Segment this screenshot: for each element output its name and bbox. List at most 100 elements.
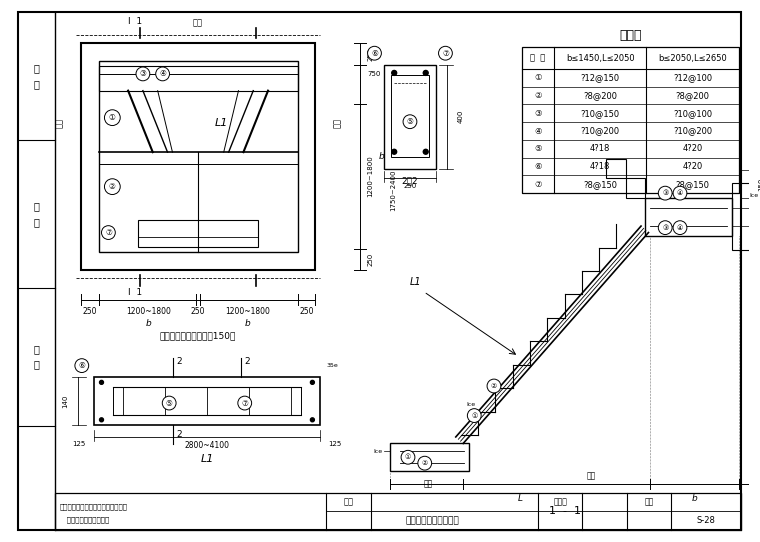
Bar [385, 65, 435, 169]
Bar [750, 160, 760, 178]
Text: ④: ④ [677, 224, 683, 231]
Bar [606, 159, 625, 178]
Text: ?12@100: ?12@100 [673, 73, 712, 82]
Text: 125: 125 [328, 442, 341, 448]
Text: ⑥: ⑥ [534, 162, 542, 171]
Text: 图: 图 [33, 63, 40, 73]
Text: b≤1450,L≤2050: b≤1450,L≤2050 [566, 54, 635, 63]
Text: 应按防倒塌要求处理。: 应按防倒塌要求处理。 [60, 516, 109, 522]
Text: ③: ③ [139, 69, 147, 79]
Circle shape [401, 450, 415, 464]
Text: 楼板: 楼板 [424, 479, 433, 488]
Circle shape [310, 380, 315, 384]
Text: ?12@150: ?12@150 [581, 73, 619, 82]
Circle shape [136, 67, 150, 81]
Text: 防倒塌双跑楼梯配筋图: 防倒塌双跑楼梯配筋图 [405, 517, 459, 525]
Text: ①: ① [471, 412, 477, 418]
Text: I  1: I 1 [128, 17, 142, 25]
Text: 砼墙: 砼墙 [333, 118, 341, 128]
Bar [645, 198, 732, 236]
Text: 250: 250 [368, 253, 374, 266]
Circle shape [310, 418, 315, 422]
Text: ④: ④ [534, 127, 542, 136]
Text: ⑦: ⑦ [241, 398, 249, 408]
Bar [625, 178, 645, 198]
Text: 1200~1800: 1200~1800 [226, 307, 271, 317]
Text: ?8@200: ?8@200 [676, 91, 710, 100]
Text: ⑦: ⑦ [442, 49, 449, 57]
Circle shape [673, 221, 687, 235]
Bar [138, 220, 258, 247]
Text: 核: 核 [33, 217, 40, 227]
Text: ⑥: ⑥ [78, 361, 85, 370]
Text: 设: 设 [33, 344, 40, 354]
Bar [732, 183, 750, 250]
Bar [390, 443, 469, 471]
Circle shape [418, 456, 432, 470]
Text: b: b [692, 494, 698, 503]
Text: ⑤: ⑤ [534, 144, 542, 153]
Circle shape [423, 149, 428, 154]
Text: 750: 750 [368, 72, 381, 78]
Circle shape [403, 115, 417, 128]
Text: 250: 250 [404, 183, 416, 189]
Text: lce: lce [373, 449, 382, 454]
Text: 2: 2 [244, 357, 249, 366]
Text: 4?18: 4?18 [590, 144, 610, 153]
Text: ④: ④ [159, 69, 166, 79]
Text: ②: ② [422, 460, 428, 466]
Circle shape [391, 149, 397, 154]
Text: 2: 2 [176, 430, 182, 439]
Text: ?10@200: ?10@200 [581, 127, 619, 136]
Text: 1750~2400: 1750~2400 [390, 170, 396, 211]
Text: 400: 400 [458, 110, 464, 124]
Text: ③: ③ [662, 190, 668, 196]
Text: 140: 140 [62, 395, 68, 408]
Bar [99, 61, 298, 252]
Text: I  1: I 1 [128, 288, 142, 297]
Text: 校: 校 [33, 201, 40, 211]
Text: L1: L1 [410, 277, 422, 287]
Text: 名: 名 [33, 79, 40, 89]
Text: 页次: 页次 [644, 498, 654, 507]
Text: ?10@150: ?10@150 [581, 109, 619, 118]
Circle shape [368, 46, 382, 60]
Text: 1  -  1: 1 - 1 [549, 506, 581, 515]
Text: L1: L1 [201, 454, 214, 464]
Text: lce: lce [467, 402, 476, 406]
Text: 150: 150 [758, 178, 760, 191]
Text: b: b [145, 319, 151, 328]
Circle shape [439, 46, 452, 60]
Text: 35e: 35e [326, 363, 338, 367]
Text: ②: ② [109, 182, 116, 191]
Text: L1: L1 [215, 118, 228, 127]
Bar [55, 493, 741, 530]
Text: 4?20: 4?20 [682, 144, 703, 153]
Text: lce: lce [749, 193, 758, 198]
Circle shape [658, 221, 672, 235]
Circle shape [673, 186, 687, 200]
Text: 砼墙: 砼墙 [55, 118, 64, 128]
Circle shape [156, 67, 169, 81]
Text: 图集号: 图集号 [553, 498, 567, 507]
Text: ③: ③ [662, 224, 668, 231]
Text: ③: ③ [534, 109, 542, 118]
Text: 4?18: 4?18 [590, 162, 610, 171]
Circle shape [102, 225, 116, 240]
Circle shape [423, 70, 428, 75]
Bar [113, 388, 300, 415]
Text: 250: 250 [191, 307, 205, 317]
Circle shape [100, 418, 103, 422]
Bar [522, 47, 739, 193]
Text: ①: ① [534, 73, 542, 82]
Text: 250: 250 [368, 47, 374, 61]
Text: ①: ① [405, 454, 411, 460]
Text: 2800~4100: 2800~4100 [185, 442, 230, 450]
Text: b≤2050,L≤2650: b≤2050,L≤2650 [658, 54, 727, 63]
Circle shape [658, 186, 672, 200]
Text: 250: 250 [299, 307, 314, 317]
Bar [391, 75, 429, 157]
Circle shape [104, 110, 120, 126]
Text: b: b [245, 319, 251, 328]
Text: 图名: 图名 [344, 498, 353, 507]
